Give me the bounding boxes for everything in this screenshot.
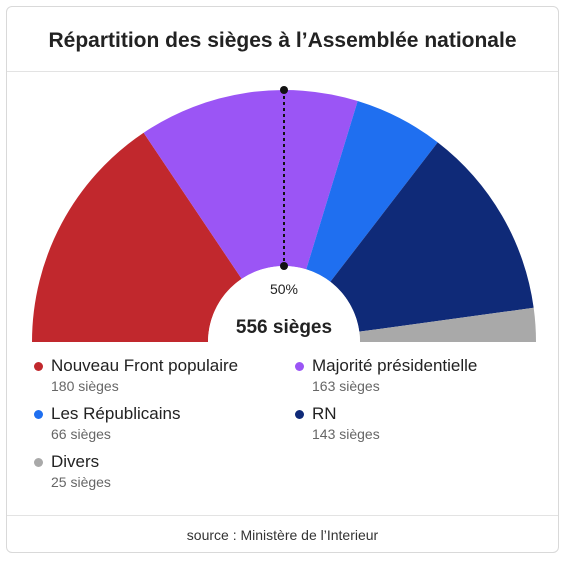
source-line: source : Ministère de l’Interieur <box>7 527 558 543</box>
legend-label-divers: Divers <box>51 452 100 471</box>
total-seats-label: 556 sièges <box>236 317 332 338</box>
hemicycle-center <box>208 266 360 342</box>
legend-value-divers: 25 sièges <box>51 474 111 490</box>
footer-divider <box>7 515 558 516</box>
majority-marker-bottom-dot <box>280 262 288 270</box>
legend-value-nfp: 180 sièges <box>51 378 119 394</box>
legend-swatch-nfp <box>34 362 43 371</box>
legend-label-majorite: Majorité présidentielle <box>312 356 478 375</box>
title-divider <box>7 71 558 72</box>
legend-label-lr: Les Républicains <box>51 404 181 423</box>
legend-swatch-lr <box>34 410 43 419</box>
majority-marker-top-dot <box>280 86 288 94</box>
source-name: Ministère de l’Interieur <box>240 527 379 543</box>
legend-swatch-rn <box>295 410 304 419</box>
legend-value-lr: 66 sièges <box>51 426 111 442</box>
legend-value-rn: 143 sièges <box>312 426 380 442</box>
majority-label: 50% <box>270 281 298 297</box>
legend-label-rn: RN <box>312 404 337 423</box>
hemicycle-chart: 50% 556 sièges <box>32 86 536 342</box>
legend-label-nfp: Nouveau Front populaire <box>51 356 239 375</box>
hemicycle-segment-3 <box>330 142 534 332</box>
source-label: source : <box>186 527 237 543</box>
legend-swatch-majorite <box>295 362 304 371</box>
chart-card: Répartition des sièges à l’Assemblée nat… <box>6 6 559 553</box>
hemicycle-segment-2 <box>306 101 438 282</box>
chart-title: Répartition des sièges à l’Assemblée nat… <box>48 29 517 52</box>
hemicycle-segment-0 <box>32 132 242 342</box>
hemicycle-segment-1 <box>143 90 358 279</box>
legend-value-majorite: 163 sièges <box>312 378 380 394</box>
legend-swatch-divers <box>34 458 43 467</box>
hemicycle-segment-4 <box>359 307 536 342</box>
